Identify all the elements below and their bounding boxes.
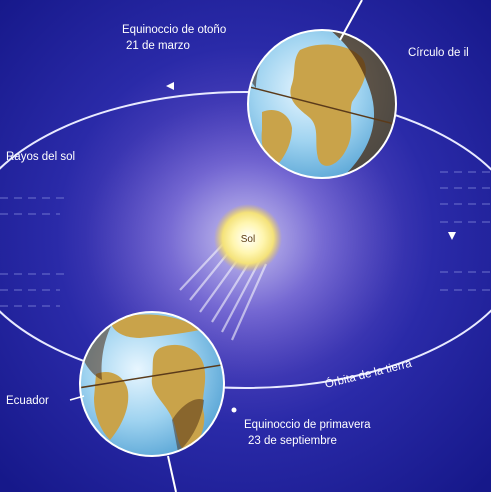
earth-orbit	[0, 91, 491, 389]
label-spring-equinox: Equinoccio de primavera	[244, 419, 371, 431]
earth-spring	[79, 311, 225, 492]
orbit-arrow-top	[166, 82, 174, 90]
label-equator: Ecuador	[6, 395, 49, 407]
equator-pointer	[69, 395, 85, 401]
orbit-arrow-right	[448, 232, 456, 240]
sun	[214, 204, 282, 272]
label-spring-date: 23 de septiembre	[248, 435, 337, 447]
label-autumn-equinox: Equinoccio de otoño	[122, 24, 226, 36]
spring-pointer-dot	[231, 407, 237, 413]
label-sun-rays: Rayos del sol	[6, 151, 75, 163]
label-autumn-date: 21 de marzo	[126, 40, 190, 52]
label-sun: Sol	[241, 234, 255, 245]
background-rays	[0, 171, 491, 307]
label-circle: Círculo de il	[408, 47, 469, 59]
